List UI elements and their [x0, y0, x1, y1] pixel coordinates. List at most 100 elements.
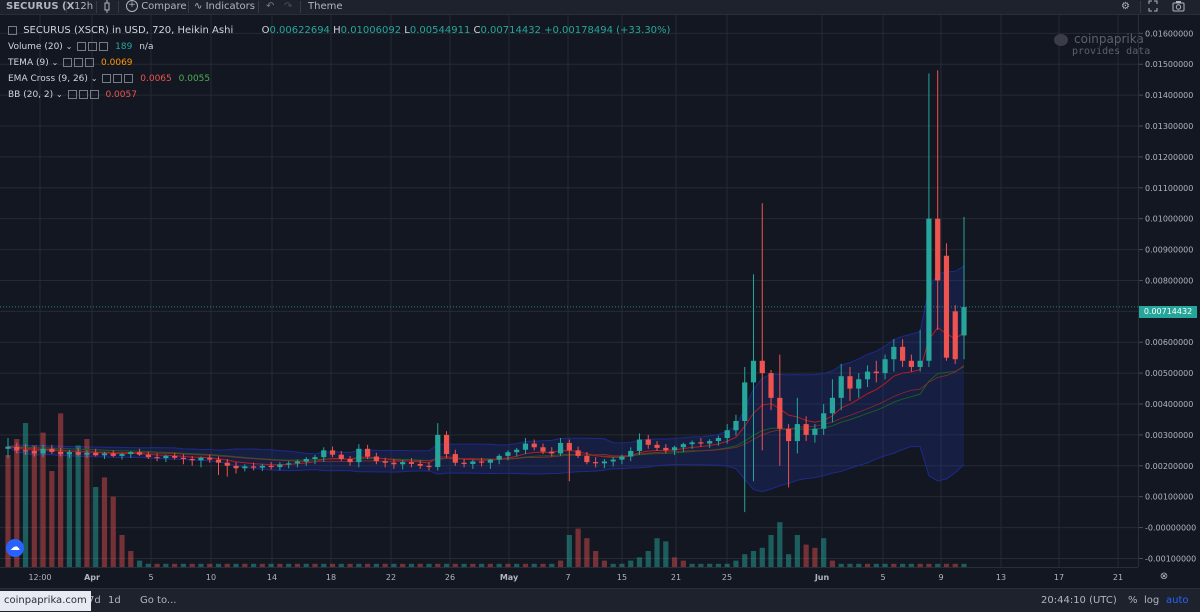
toolbar-divider — [300, 1, 301, 13]
volume-bar — [742, 554, 748, 567]
remove-icon[interactable] — [89, 90, 99, 99]
volume-bar — [119, 535, 125, 567]
volume-bar — [873, 563, 879, 567]
volume-bar — [829, 560, 836, 567]
candle-body — [724, 430, 730, 438]
settings-gear-icon[interactable]: ⚙ — [1121, 1, 1130, 12]
percent-scale-button[interactable]: % — [1128, 595, 1138, 606]
cloud-icon[interactable]: ☁ — [6, 539, 24, 557]
candle-body — [487, 459, 493, 463]
volume-bar — [961, 563, 967, 567]
candle-body — [312, 457, 318, 459]
volume-bar — [224, 563, 230, 567]
goto-button[interactable]: Go to... — [140, 595, 177, 606]
coinpaprika-watermark: coinpaprika provides data — [1054, 33, 1151, 57]
time-tick-label: May — [500, 573, 519, 582]
scroll-to-realtime-icon[interactable]: ⊗ — [1159, 571, 1169, 582]
candle-body — [891, 346, 897, 360]
visibility-icon[interactable] — [67, 90, 77, 99]
settings-icon[interactable] — [74, 58, 84, 67]
price-tick-label: 0.00900000 — [1145, 246, 1193, 255]
time-axis[interactable]: 12:00 Apr 5 10 14 18 22 26 May 7 15 21 25 Jun 5 9 13 17 21 — [0, 567, 1138, 588]
time-tick-label: 17 — [1054, 573, 1064, 582]
visibility-icon[interactable] — [102, 74, 112, 83]
candle-body — [584, 455, 590, 463]
candle-body — [838, 376, 844, 398]
price-tick-label: 0.01200000 — [1145, 153, 1193, 162]
price-tick-label: -0.00000000 — [1145, 524, 1196, 533]
candle-body — [400, 462, 406, 465]
volume-bar — [250, 563, 257, 567]
volume-bar — [759, 547, 765, 567]
volume-bar — [522, 563, 529, 567]
volume-bar — [408, 563, 415, 567]
volume-bar — [373, 563, 379, 567]
candle-body — [505, 452, 511, 456]
auto-scale-button[interactable]: auto — [1166, 595, 1189, 606]
volume-bar — [329, 563, 336, 567]
volume-bar — [356, 563, 362, 567]
candle-body — [926, 218, 932, 361]
compare-button[interactable]: + Compare — [126, 0, 187, 14]
candle-body — [321, 450, 327, 458]
time-tick-label: Jun — [814, 573, 830, 582]
indicators-button[interactable]: ∿ Indicators — [194, 0, 255, 14]
price-axis[interactable]: 0.01600000 0.01500000 0.01400000 0.01300000… — [1138, 15, 1200, 567]
log-scale-button[interactable]: log — [1144, 595, 1160, 606]
candle-style-icon[interactable] — [103, 0, 111, 14]
visibility-icon[interactable] — [77, 42, 87, 51]
candle-body — [268, 465, 274, 468]
candle-body — [40, 448, 46, 454]
candle-body — [426, 465, 432, 468]
candle-body — [277, 464, 283, 468]
undo-icon[interactable]: ↶ — [266, 1, 275, 12]
volume-bar — [417, 563, 423, 567]
settings-icon[interactable] — [78, 90, 88, 99]
volume-bar — [628, 560, 634, 567]
settings-icon[interactable] — [88, 42, 98, 51]
volume-bar — [803, 544, 809, 567]
price-tick-label: 0.00500000 — [1145, 369, 1193, 378]
visibility-icon[interactable] — [63, 58, 73, 67]
remove-icon[interactable] — [85, 58, 95, 67]
volume-bar — [777, 522, 783, 567]
camera-icon[interactable] — [1172, 0, 1185, 14]
candle-body — [750, 360, 757, 383]
time-tick-label: 21 — [671, 573, 681, 582]
remove-icon[interactable] — [99, 42, 109, 51]
volume-bar — [593, 551, 599, 567]
volume-bar — [364, 563, 371, 567]
volume-bar — [189, 563, 195, 567]
volume-bar — [338, 563, 344, 567]
candle-body — [14, 446, 20, 451]
candle-body — [286, 463, 292, 465]
volume-value: 189 — [115, 42, 133, 52]
bottom-toolbar: 1m 7d 1d Go to... 20:44:10 (UTC) % log a… — [0, 588, 1200, 612]
price-tick-label: 0.01400000 — [1145, 91, 1193, 100]
price-chart[interactable] — [0, 15, 1138, 567]
candle-body — [294, 461, 301, 464]
fullscreen-icon[interactable] — [1148, 0, 1158, 14]
watermark-sub: provides data — [1072, 46, 1151, 57]
range-7d-button[interactable]: 7d — [88, 595, 101, 606]
candle-body — [180, 457, 187, 459]
collapse-legend-icon[interactable] — [8, 25, 17, 35]
candle-body — [566, 442, 572, 451]
time-tick-label: 18 — [326, 573, 336, 582]
remove-icon[interactable] — [124, 74, 134, 83]
volume-bar — [163, 563, 169, 567]
grid-lines — [0, 15, 1138, 567]
symbol-search-input[interactable]: SECURUS (X — [6, 1, 75, 12]
interval-button[interactable]: 12h — [74, 1, 94, 12]
theme-button[interactable]: Theme — [308, 1, 343, 12]
candle-body — [707, 441, 713, 444]
volume-bar — [514, 563, 520, 567]
volume-legend: Volume (20) ⌄ 189 n/a — [8, 42, 154, 52]
settings-icon[interactable] — [113, 74, 123, 83]
redo-icon[interactable]: ↷ — [284, 1, 293, 12]
candle-body — [803, 424, 809, 435]
range-1d-button[interactable]: 1d — [108, 595, 121, 606]
coinpaprika-link[interactable]: coinpaprika.com — [0, 591, 91, 611]
volume-bar — [654, 538, 660, 567]
volume-bar — [31, 445, 37, 567]
